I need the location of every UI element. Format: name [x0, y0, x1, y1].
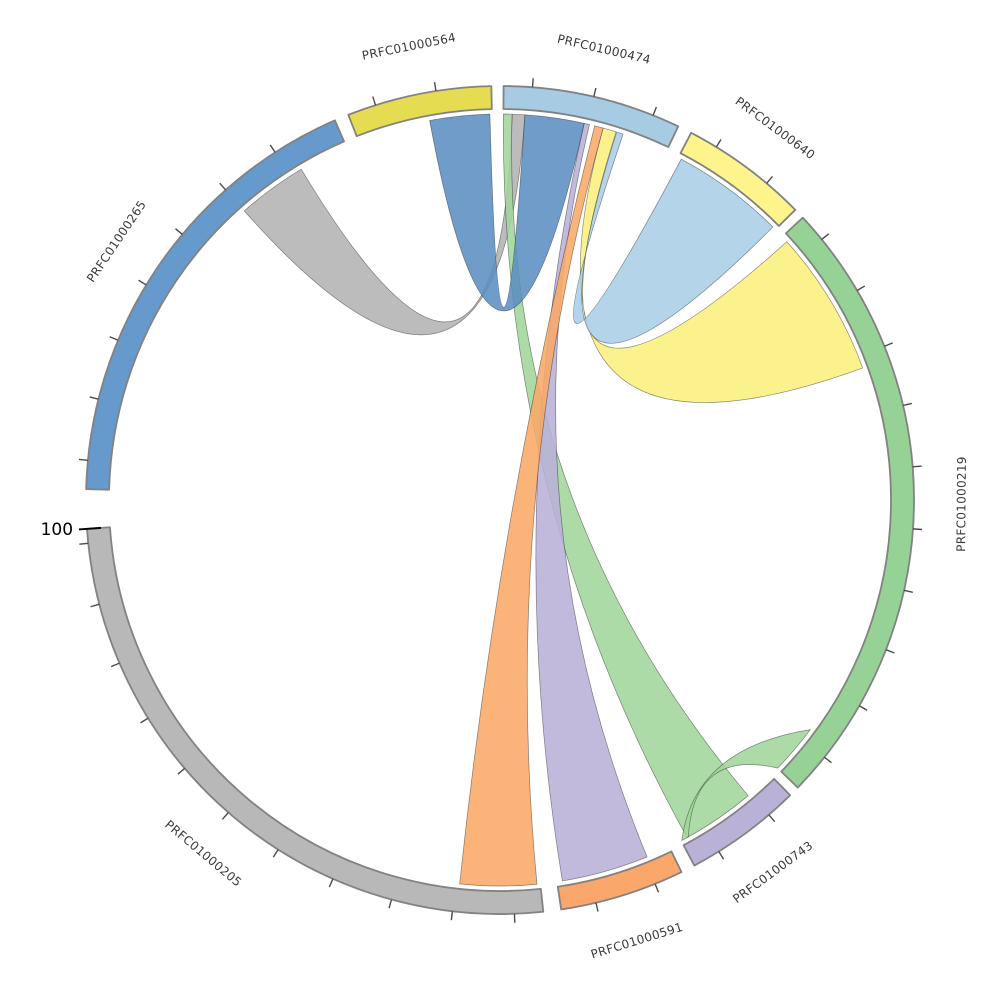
tick — [531, 78, 534, 88]
tick — [269, 144, 276, 153]
tick — [219, 182, 227, 191]
segment-label-PRFC01000564: PRFC01000564 — [361, 30, 457, 63]
segment-label-PRFC01000743: PRFC01000743 — [730, 838, 815, 906]
tick — [140, 717, 149, 724]
chords-layer — [243, 113, 864, 887]
segment-PRFC01000640 — [679, 131, 797, 227]
chord-PRFC01000474-PRFC01000219 — [580, 127, 864, 403]
tick — [768, 814, 776, 823]
tick — [177, 767, 186, 775]
tick — [718, 851, 725, 860]
axis-label-100: 100 — [41, 520, 73, 540]
tick — [715, 138, 722, 148]
tick — [90, 603, 100, 608]
tick — [328, 878, 334, 888]
tick — [221, 811, 229, 820]
tick — [593, 87, 597, 97]
tick — [766, 175, 773, 184]
tick — [856, 285, 866, 292]
segment-PRFC01000219 — [780, 216, 915, 789]
chord-PRFC01000474-PRFC01000640 — [573, 131, 774, 344]
segment-label-PRFC01000265: PRFC01000265 — [84, 198, 149, 285]
chord-PRFC01000219-PRFC01000743 — [681, 729, 812, 842]
tick — [78, 458, 88, 462]
tick — [175, 228, 183, 235]
segment-PRFC01000564 — [347, 85, 493, 138]
tick — [372, 96, 377, 106]
ticks-layer — [78, 78, 923, 923]
axis-tick-100 — [78, 526, 102, 531]
tick — [652, 106, 658, 116]
segment-label-PRFC01000219: PRFC01000219 — [954, 456, 969, 552]
segment-PRFC01000474 — [502, 85, 680, 148]
tick — [912, 528, 923, 531]
segment-PRFC01000265 — [85, 119, 345, 491]
tick — [138, 279, 147, 286]
chord-PRFC01000474-PRFC01000205 — [459, 125, 604, 887]
tick — [903, 589, 913, 593]
tick — [595, 902, 599, 912]
tick — [109, 336, 119, 341]
tick — [884, 342, 894, 347]
segment-label-PRFC01000474: PRFC01000474 — [556, 32, 652, 67]
tick — [654, 883, 660, 893]
tick — [79, 542, 89, 545]
tick — [858, 705, 868, 711]
segment-PRFC01000743 — [682, 777, 792, 867]
tick — [433, 81, 437, 92]
tick — [885, 649, 895, 654]
segment-PRFC01000591 — [556, 850, 683, 911]
tick — [272, 849, 279, 858]
segment-label-PRFC01000640: PRFC01000640 — [733, 94, 818, 162]
tick — [912, 465, 922, 468]
tick — [821, 233, 830, 241]
tick — [89, 396, 99, 400]
tick — [450, 911, 454, 921]
segment-label-PRFC01000205: PRFC01000205 — [162, 817, 244, 889]
tick — [902, 402, 912, 407]
segment-label-PRFC01000591: PRFC01000591 — [589, 920, 684, 962]
chord-PRFC01000564-PRFC01000474 — [429, 113, 585, 312]
tick — [110, 662, 120, 668]
tick — [824, 756, 832, 764]
tick — [388, 899, 393, 909]
